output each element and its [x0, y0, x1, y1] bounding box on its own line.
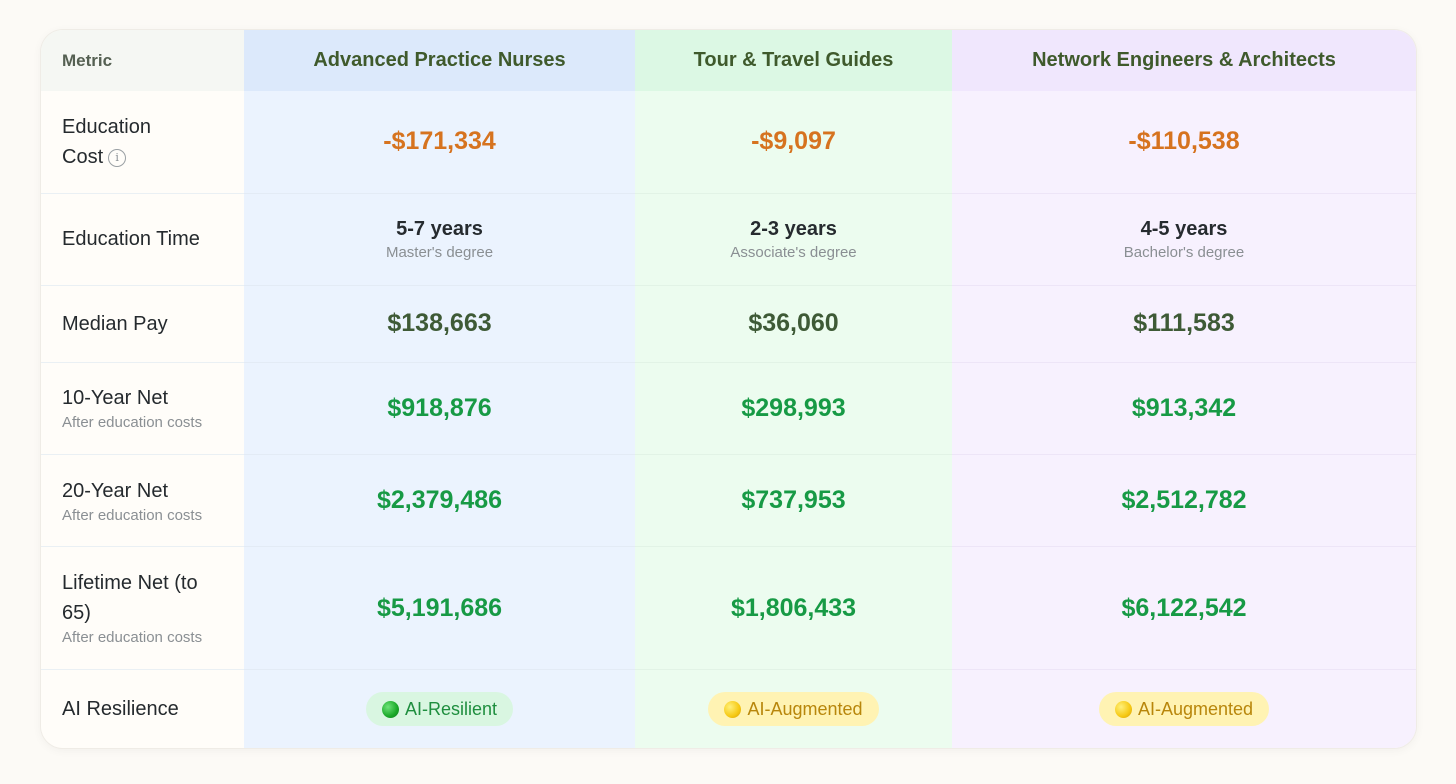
row-sublabel: After education costs [62, 629, 203, 647]
education-cost-value: -$9,097 [751, 127, 836, 156]
education-time-value: 5-7 years [396, 218, 483, 241]
row-10-year-net: 10-Year Net After education costs $918,87… [41, 361, 1416, 455]
net-value: $2,379,486 [376, 486, 503, 515]
header-row: Metric Advanced Practice Nurses Tour & T… [41, 30, 1416, 91]
row-label: Lifetime Net (to 65) [62, 572, 198, 625]
career-header-network-engineers: Network Engineers & Architects [952, 30, 1416, 91]
career-comparison-table: Metric Advanced Practice Nurses Tour & T… [41, 30, 1416, 748]
ai-resilience-badge: AI-Resilient [365, 692, 514, 727]
degree-label: Master's degree [385, 244, 494, 262]
row-education-cost: Education Cost i -$171,334 -$9,097 -$110,… [41, 91, 1416, 194]
degree-label: Associate's degree [730, 244, 857, 262]
row-label: 10-Year Net [62, 387, 168, 410]
net-value: $1,806,433 [730, 593, 857, 622]
row-label-cell: Education Cost i [41, 91, 244, 194]
row-label: AI Resilience [62, 698, 179, 721]
row-label: Education Time [62, 228, 200, 251]
net-value: $2,512,782 [1121, 486, 1247, 515]
net-value: $5,191,686 [376, 593, 503, 622]
yellow-circle-icon [724, 700, 742, 718]
row-ai-resilience: AI Resilience AI-Resilient AI-Augmented … [41, 669, 1416, 748]
education-cost-value: -$171,334 [383, 127, 496, 156]
info-icon[interactable]: i [108, 148, 127, 167]
badge-label: AI-Augmented [747, 698, 863, 719]
career-header-advanced-practice-nurses: Advanced Practice Nurses [244, 30, 635, 91]
median-pay-value: $111,583 [1133, 309, 1235, 338]
net-value: $737,953 [741, 486, 846, 515]
median-pay-value: $138,663 [387, 309, 492, 338]
badge-label: AI-Resilient [404, 698, 498, 719]
degree-label: Bachelor's degree [1123, 244, 1245, 262]
net-value: $913,342 [1131, 393, 1237, 422]
education-time-value: 4-5 years [1140, 218, 1228, 241]
net-value: $6,122,542 [1121, 593, 1247, 622]
row-label: Education Cost [62, 115, 151, 168]
net-value: $298,993 [741, 393, 846, 422]
row-label: 20-Year Net [62, 479, 168, 502]
row-20-year-net: 20-Year Net After education costs $2,379,… [41, 453, 1416, 547]
yellow-circle-icon [1114, 700, 1132, 718]
comparison-table-card: Metric Advanced Practice Nurses Tour & T… [41, 30, 1416, 748]
row-sublabel: After education costs [62, 414, 203, 432]
ai-resilience-badge: AI-Augmented [1098, 692, 1270, 727]
row-label: Median Pay [62, 312, 168, 335]
row-sublabel: After education costs [62, 506, 203, 524]
green-circle-icon [381, 700, 399, 718]
badge-label: AI-Augmented [1137, 698, 1254, 719]
education-time-value: 2-3 years [750, 218, 837, 241]
metric-column-header: Metric [41, 30, 244, 91]
row-median-pay: Median Pay $138,663 $36,060 $111,583 [41, 284, 1416, 363]
career-header-tour-travel-guides: Tour & Travel Guides [635, 30, 952, 91]
row-lifetime-net: Lifetime Net (to 65) After education cost… [41, 546, 1416, 670]
median-pay-value: $36,060 [748, 309, 839, 338]
education-cost-value: -$110,538 [1128, 127, 1240, 156]
net-value: $918,876 [387, 393, 492, 422]
ai-resilience-badge: AI-Augmented [708, 692, 879, 727]
row-education-time: Education Time 5-7 years Master's degree … [41, 192, 1416, 286]
